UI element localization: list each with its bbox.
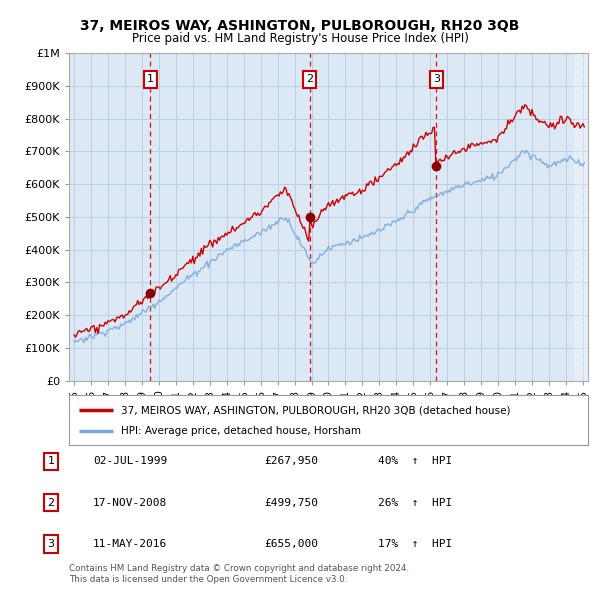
Text: £267,950: £267,950 — [264, 457, 318, 466]
Text: £655,000: £655,000 — [264, 539, 318, 549]
Text: Contains HM Land Registry data © Crown copyright and database right 2024.: Contains HM Land Registry data © Crown c… — [69, 565, 409, 573]
Text: 1: 1 — [147, 74, 154, 84]
Text: 3: 3 — [433, 74, 440, 84]
Text: This data is licensed under the Open Government Licence v3.0.: This data is licensed under the Open Gov… — [69, 575, 347, 584]
Text: 11-MAY-2016: 11-MAY-2016 — [93, 539, 167, 549]
Text: 40%  ↑  HPI: 40% ↑ HPI — [378, 457, 452, 466]
Text: Price paid vs. HM Land Registry's House Price Index (HPI): Price paid vs. HM Land Registry's House … — [131, 32, 469, 45]
Bar — [574, 53, 588, 381]
Text: 2: 2 — [47, 498, 55, 507]
Text: 26%  ↑  HPI: 26% ↑ HPI — [378, 498, 452, 507]
Text: £499,750: £499,750 — [264, 498, 318, 507]
Text: HPI: Average price, detached house, Horsham: HPI: Average price, detached house, Hors… — [121, 427, 361, 437]
Text: 3: 3 — [47, 539, 55, 549]
Text: 37, MEIROS WAY, ASHINGTON, PULBOROUGH, RH20 3QB (detached house): 37, MEIROS WAY, ASHINGTON, PULBOROUGH, R… — [121, 405, 511, 415]
Text: 02-JUL-1999: 02-JUL-1999 — [93, 457, 167, 466]
Text: 17-NOV-2008: 17-NOV-2008 — [93, 498, 167, 507]
Text: 17%  ↑  HPI: 17% ↑ HPI — [378, 539, 452, 549]
Text: 2: 2 — [306, 74, 313, 84]
Text: 37, MEIROS WAY, ASHINGTON, PULBOROUGH, RH20 3QB: 37, MEIROS WAY, ASHINGTON, PULBOROUGH, R… — [80, 19, 520, 33]
Text: 1: 1 — [47, 457, 55, 466]
